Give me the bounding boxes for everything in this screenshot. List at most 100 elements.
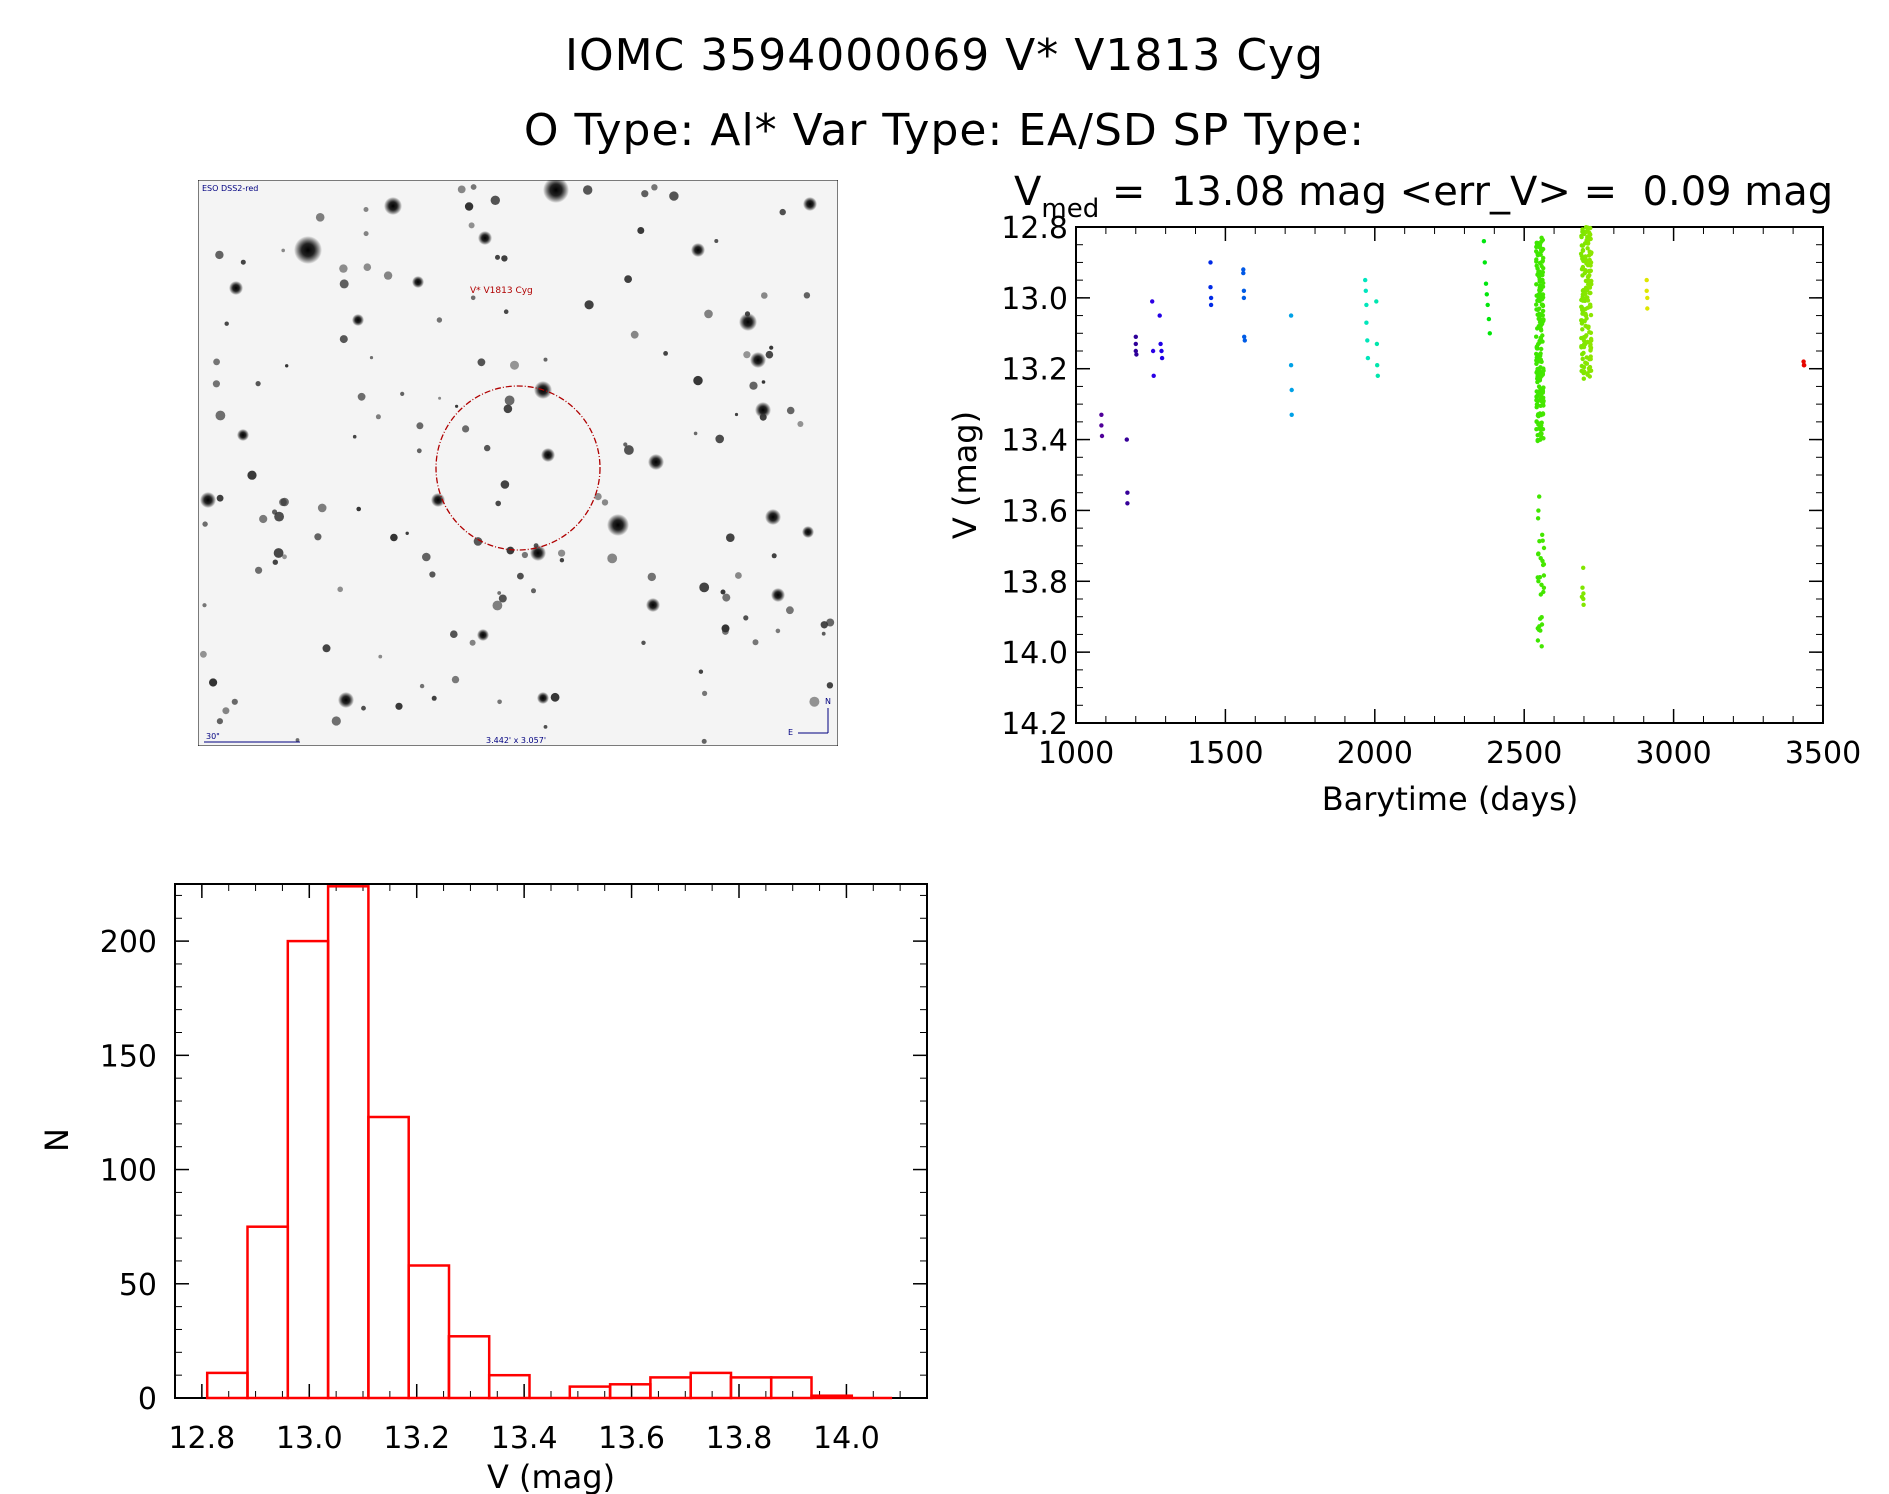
star [739,313,757,331]
data-point [1536,552,1541,557]
histogram-ticks: 12.8 13.0 13.2 13.4 13.6 13.8 14.0 0 50 100 150 200 [100,884,927,1456]
data-point [1580,264,1586,270]
data-point [1585,298,1591,303]
star [584,300,594,310]
star [331,716,341,726]
star [431,695,437,701]
data-point [1585,246,1590,251]
star [255,566,263,574]
star [786,406,795,415]
data-point [1133,341,1139,347]
data-point [1580,298,1586,303]
star [826,682,834,689]
histogram-bar [407,1264,451,1400]
star [826,618,835,627]
data-point [1481,239,1487,244]
data-point [1208,295,1214,301]
star [255,381,261,387]
star [363,231,369,237]
target-circle [435,385,601,551]
data-point [1579,594,1585,599]
data-point [1534,334,1539,339]
finder-chart: ESO DSS2-red V* V1813 Cyg 30" 3.442' x 3… [198,180,838,746]
star [237,429,249,441]
data-point [1579,318,1585,323]
data-point [1482,260,1488,265]
star [559,558,565,563]
data-point [1541,366,1546,371]
star [455,404,459,408]
survey-label: ESO DSS2-red [202,184,258,193]
star [722,593,731,602]
star [416,422,424,430]
data-point [1150,299,1155,304]
data-point [1538,556,1543,561]
star [722,628,729,635]
star [735,572,742,579]
data-point [1363,277,1368,283]
data-point [1539,644,1544,649]
data-point [1363,288,1369,293]
data-point [1583,278,1589,284]
data-point [1099,433,1105,439]
target-label: V* V1813 Cyg [470,286,533,296]
data-point [1541,585,1547,590]
star [378,654,383,659]
histogram-bar [286,939,330,1400]
star [771,588,785,602]
star [765,509,781,525]
y-tick-label: 13.8 [1001,565,1068,600]
title-line-2: O Type: Al* Var Type: EA/SD SP Type: [523,105,1366,156]
histogram-bar [205,1371,249,1400]
data-point [1151,373,1156,378]
star [295,738,300,742]
star [478,231,492,245]
data-point [1538,592,1544,597]
star [699,582,710,593]
star [280,497,289,507]
star [240,259,246,265]
data-point [1539,373,1544,379]
data-point [1538,393,1544,398]
data-point [1585,339,1590,345]
star [533,543,539,548]
data-point [1134,352,1139,357]
star [213,358,220,366]
star [715,434,724,444]
histogram-bar [326,885,370,1400]
data-point [1487,331,1493,336]
y-tick-label: 12.8 [1001,211,1068,246]
data-point [1159,355,1165,361]
data-point [1540,308,1546,314]
data-point [1535,438,1540,444]
data-point [1586,274,1591,280]
data-point [1539,582,1544,587]
data-point [1534,394,1539,399]
data-point [1588,343,1593,349]
data-point [1374,341,1380,347]
star [820,621,828,629]
star [503,309,509,314]
star [720,589,726,595]
data-point [1538,277,1543,283]
x-tick-label: 3500 [1785,736,1861,771]
data-point [1538,246,1544,251]
data-point [1158,341,1163,347]
data-point [1537,298,1542,304]
data-point [1579,243,1585,248]
data-point [1588,312,1594,318]
data-point [1536,508,1541,513]
histogram-bar [246,1225,290,1400]
data-point [1535,266,1540,271]
data-point [1541,545,1547,551]
data-point [1587,330,1592,335]
data-point [1586,325,1591,331]
histogram-bar [487,1373,531,1400]
title-subscript: med [1041,194,1099,224]
north-label: N [825,697,831,706]
data-point [1484,292,1490,297]
data-point [1534,351,1539,357]
data-point [1534,302,1539,307]
data-point [1538,351,1543,356]
star [779,208,786,216]
